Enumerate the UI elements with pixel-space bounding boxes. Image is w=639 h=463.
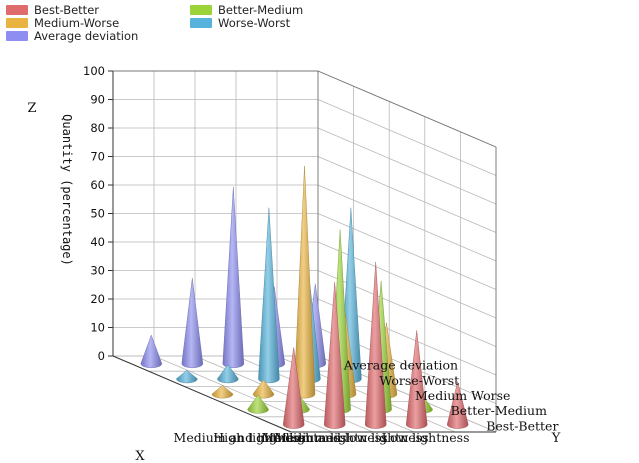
cone-body: [282, 347, 305, 429]
gridline-z-right-wall: [317, 156, 497, 233]
cone-body: [140, 334, 163, 368]
x-category-label: Low lightness: [382, 430, 470, 445]
x-category-label: Medium and high lightness: [174, 430, 347, 445]
cone-medium-worse: [211, 385, 234, 399]
legend-swatch-better-medium: [190, 4, 212, 15]
z-axis-title: Quantity (percentage): [60, 114, 74, 266]
y-category-label: Worse-Worst: [379, 373, 459, 388]
cone-better-medium: [247, 394, 269, 414]
cone-body: [217, 364, 239, 384]
y-category-label: Average deviation: [343, 358, 458, 373]
legend-label-worse-worst: Worse-Worst: [218, 15, 291, 30]
gridline-z-right-wall: [317, 241, 497, 319]
x-category-label: Medium and low lightness: [261, 430, 428, 445]
cone-body: [252, 379, 275, 399]
x-category-label: High lightness: [213, 430, 305, 445]
cone-best-better: [446, 381, 469, 429]
cone-worse-worst: [258, 207, 280, 384]
z-tick-label: 10: [90, 321, 105, 335]
z-axis-label: Z: [27, 101, 36, 116]
cone-body: [405, 330, 428, 429]
z-tick-label: 20: [90, 292, 105, 306]
cone-best-better: [405, 330, 428, 429]
cone-body: [446, 381, 469, 429]
cone-worse-worst: [176, 369, 198, 384]
z-tick-label: 70: [90, 150, 105, 164]
legend-label-medium-worse: Medium-Worse: [34, 15, 120, 30]
legend-item-worse-worst: Worse-Worst: [190, 15, 291, 30]
legend-label-average-deviation: Average deviation: [34, 28, 139, 43]
z-tick-layer: 0 10 20 30 40 50 60 70 80 90 100: [83, 64, 113, 363]
gridline-z-right-wall: [317, 184, 497, 262]
y-axis-label: Y: [551, 431, 561, 446]
cone-body: [181, 278, 204, 368]
cone-average-deviation: [222, 186, 245, 368]
cone-best-better: [282, 347, 305, 429]
cone-body: [211, 385, 234, 399]
legend-label-best-better: Best-Better: [34, 2, 99, 17]
cone-medium-worse: [293, 165, 316, 399]
legend-swatch-medium-worse: [6, 17, 28, 28]
box-edge-top-right: [317, 70, 497, 148]
cone-body: [176, 369, 198, 384]
legend-item-medium-worse: Medium-Worse: [6, 15, 120, 30]
legend-item-best-better: Best-Better: [6, 2, 99, 17]
gridline-z-right-wall: [317, 213, 497, 290]
cone-layer: [140, 165, 469, 429]
legend: Best-Better Better-Medium Medium-Worse W…: [6, 2, 406, 43]
z-tick-label: 0: [98, 349, 105, 363]
legend-swatch-worse-worst: [190, 17, 212, 28]
cone-body: [247, 394, 269, 414]
cone-average-deviation: [181, 278, 204, 368]
cone-medium-worse: [252, 379, 275, 399]
z-tick-label: 60: [90, 178, 105, 192]
legend-item-average-deviation: Average deviation: [6, 28, 139, 43]
cone-body: [222, 186, 245, 368]
cone-average-deviation: [140, 334, 163, 368]
legend-swatch-best-better: [6, 4, 28, 15]
z-tick-label: 100: [83, 64, 105, 78]
legend-swatch-average-deviation: [6, 30, 28, 41]
cone-body: [258, 207, 280, 384]
legend-label-better-medium: Better-Medium: [218, 2, 304, 17]
z-tick-label: 50: [90, 207, 105, 221]
z-tick-label: 30: [90, 264, 105, 278]
cone-body: [364, 261, 387, 429]
y-category-label: Best-Better: [486, 418, 558, 433]
cone-body: [293, 165, 316, 399]
x-category-label: Medium lightness: [274, 430, 387, 445]
cone-best-better: [323, 281, 346, 429]
x-axis-label: X: [135, 449, 145, 463]
cone-body: [323, 281, 346, 429]
z-tick-label: 80: [90, 121, 105, 135]
y-category-label: Medium Worse: [415, 388, 510, 403]
y-category-label: Better-Medium: [451, 403, 547, 418]
z-tick-label: 90: [90, 93, 105, 107]
cone-best-better: [364, 261, 387, 429]
axis-x-front-edge: [112, 355, 292, 433]
legend-item-better-medium: Better-Medium: [190, 2, 304, 17]
gridline-z-right-wall: [317, 99, 497, 176]
z-tick-label: 40: [90, 235, 105, 249]
cone-worse-worst: [217, 364, 239, 384]
gridline-z-right-wall: [317, 127, 497, 205]
